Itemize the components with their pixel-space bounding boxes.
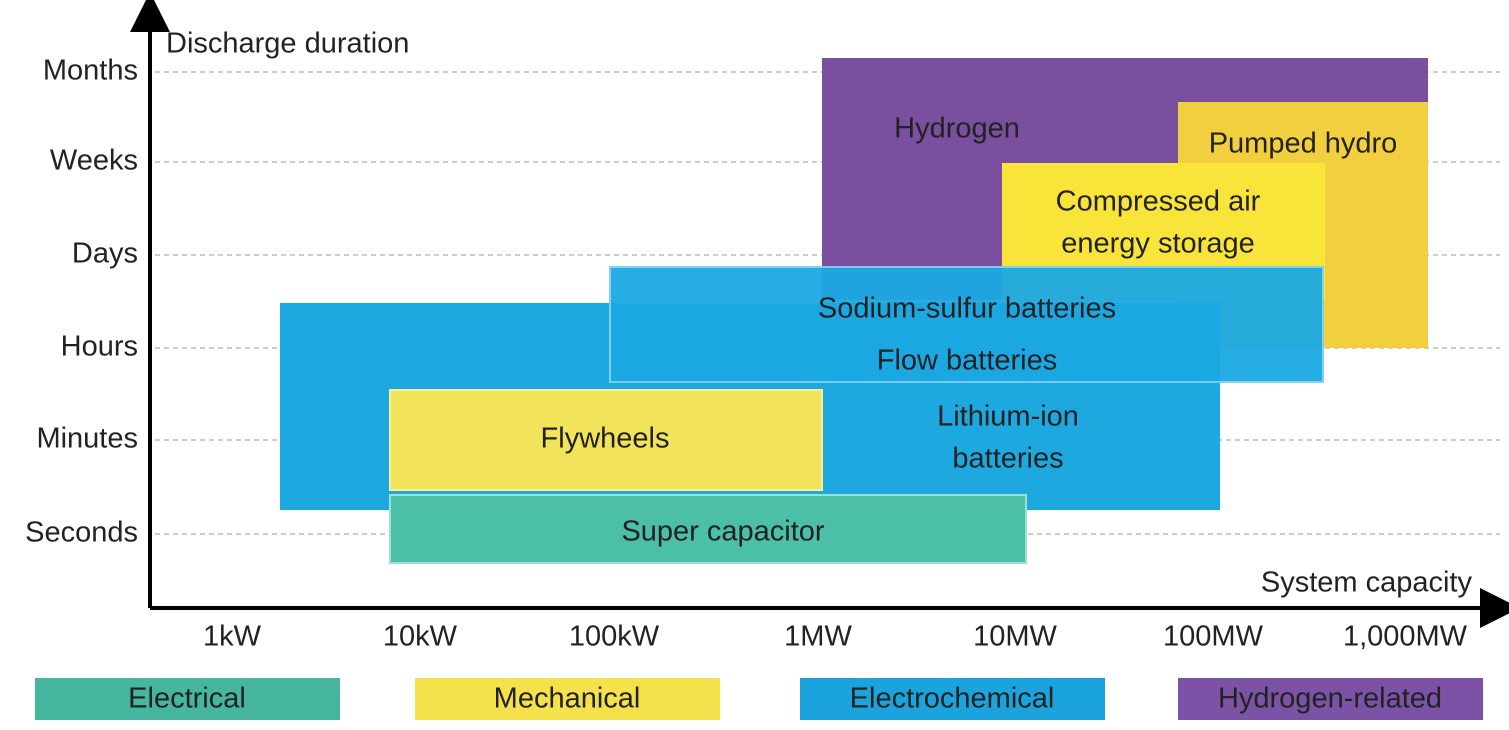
region-label: batteries bbox=[952, 443, 1063, 475]
region-label: Lithium-ion bbox=[937, 401, 1079, 433]
region-label: Hydrogen bbox=[894, 113, 1020, 145]
region-label: Flywheels bbox=[541, 423, 670, 455]
y-label: Hours bbox=[61, 331, 138, 363]
legend-label: Electrical bbox=[128, 683, 246, 715]
region-label: Sodium-sulfur batteries bbox=[818, 293, 1116, 325]
y-label: Seconds bbox=[25, 517, 138, 549]
legend-swatch bbox=[35, 678, 340, 720]
y-label: Days bbox=[72, 238, 138, 270]
region bbox=[389, 389, 823, 491]
legend-label: Mechanical bbox=[494, 683, 641, 715]
x-axis-title: System capacity bbox=[1261, 567, 1473, 599]
region-label: Pumped hydro bbox=[1209, 128, 1398, 160]
x-label: 1MW bbox=[784, 621, 852, 653]
y-label: Minutes bbox=[36, 423, 138, 455]
x-label: 100MW bbox=[1163, 621, 1264, 653]
legend-label: Electrochemical bbox=[850, 683, 1055, 715]
x-label: 100kW bbox=[569, 621, 660, 653]
region-label: energy storage bbox=[1061, 228, 1254, 260]
x-label: 1,000MW bbox=[1343, 621, 1468, 653]
region-label: Super capacitor bbox=[621, 516, 824, 548]
y-axis-title: Discharge duration bbox=[166, 28, 409, 60]
legend-swatch bbox=[800, 678, 1105, 720]
y-label: Weeks bbox=[50, 145, 138, 177]
x-label: 10MW bbox=[973, 621, 1057, 653]
legend-label: Hydrogen-related bbox=[1218, 683, 1442, 715]
region bbox=[609, 266, 1324, 383]
region bbox=[389, 494, 1027, 564]
legend-swatch bbox=[1178, 678, 1483, 720]
region-label: Flow batteries bbox=[877, 345, 1058, 377]
legend-swatch bbox=[415, 678, 720, 720]
y-label: Months bbox=[43, 55, 138, 87]
x-label: 10kW bbox=[383, 621, 458, 653]
region-label: Compressed air bbox=[1056, 186, 1261, 218]
x-label: 1kW bbox=[203, 621, 262, 653]
